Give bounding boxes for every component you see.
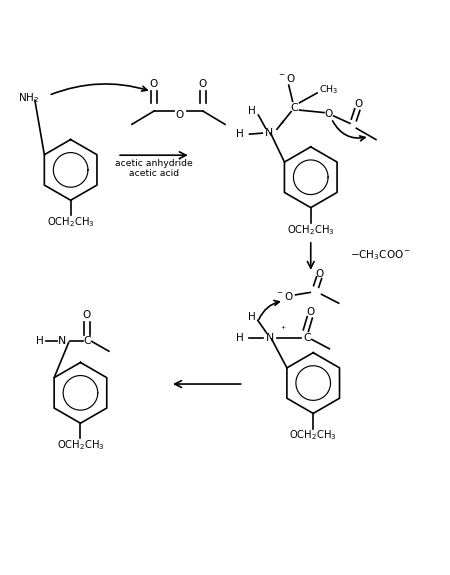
Text: O: O xyxy=(176,110,184,120)
Text: OCH$_2$CH$_3$: OCH$_2$CH$_3$ xyxy=(57,438,104,452)
Text: $^-$O: $^-$O xyxy=(277,72,296,85)
Text: O: O xyxy=(325,109,333,118)
Text: O: O xyxy=(199,79,207,89)
Text: H: H xyxy=(248,312,256,322)
Text: O: O xyxy=(83,310,91,320)
Text: H: H xyxy=(236,129,243,139)
Text: CH$_3$: CH$_3$ xyxy=(319,84,338,96)
Text: acetic anhydride: acetic anhydride xyxy=(115,159,193,168)
Text: N: N xyxy=(266,333,274,343)
Text: $^-$O: $^-$O xyxy=(275,290,294,302)
Text: OCH$_2$CH$_3$: OCH$_2$CH$_3$ xyxy=(289,428,337,442)
Text: H: H xyxy=(36,336,44,346)
Text: $^+$: $^+$ xyxy=(278,120,286,129)
Text: $-$CH$_3$COO$^-$: $-$CH$_3$COO$^-$ xyxy=(350,248,411,262)
Text: OCH$_2$CH$_3$: OCH$_2$CH$_3$ xyxy=(287,223,335,236)
Text: acetic acid: acetic acid xyxy=(129,169,179,178)
Text: C: C xyxy=(291,103,298,113)
Text: C: C xyxy=(303,333,310,343)
Text: $^+$: $^+$ xyxy=(279,325,287,333)
Text: OCH$_2$CH$_3$: OCH$_2$CH$_3$ xyxy=(47,216,94,229)
Text: O: O xyxy=(354,99,362,109)
Text: N: N xyxy=(265,128,273,138)
Text: H: H xyxy=(236,333,243,343)
Text: O: O xyxy=(150,79,158,89)
Text: H: H xyxy=(248,106,256,116)
Text: O: O xyxy=(306,308,315,317)
Text: O: O xyxy=(315,269,323,279)
Text: NH$_2$: NH$_2$ xyxy=(18,91,39,105)
Text: C: C xyxy=(83,336,90,346)
Text: N: N xyxy=(58,336,67,346)
